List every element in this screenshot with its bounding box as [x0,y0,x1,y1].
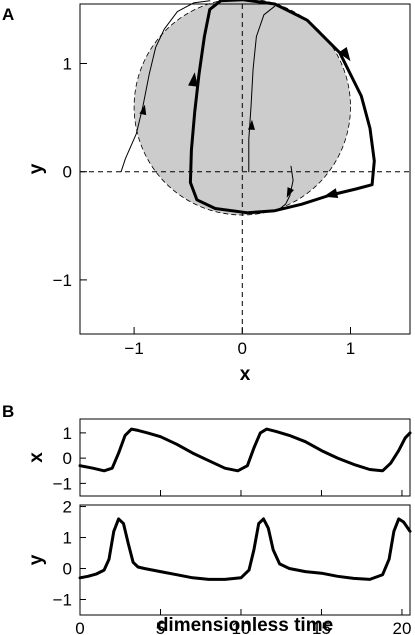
x-tick-label: 0 [238,339,247,358]
y-tick-label: 1 [63,529,72,548]
panel-a-ticks: −1 0 1 −1 0 1 [53,55,356,358]
y-tick-label: 0 [63,163,72,182]
panel-b2-frame [79,504,411,616]
direction-arrow [286,187,294,198]
direction-arrow [323,188,339,198]
y-axis-label: y [26,163,47,174]
transient-trajectory [120,0,211,173]
direction-arrows [139,47,351,198]
x-tick-label: 0 [75,619,84,635]
direction-arrow [139,104,147,116]
direction-arrow [338,47,351,62]
y-tick-label: −1 [53,591,72,610]
panel-b-x-timeseries: −1 0 1 x [26,418,412,497]
direction-arrow [248,119,255,130]
x-tick-label: 10 [232,619,251,635]
y-trace [78,517,412,581]
transient-trajectories [120,0,294,209]
x-tick-label: 5 [156,619,165,635]
transient-trajectory [248,5,276,173]
y-tick-label: 2 [63,498,72,517]
x-tick-label: 20 [392,619,411,635]
panel-a-phase-plane: −1 0 1 −1 0 1 x y [26,0,411,385]
panel-a-frame [79,3,411,335]
x-axis-label: x [240,364,251,385]
y-tick-label: 0 [63,449,72,468]
y-series-axis-label: y [26,554,47,565]
time-axis-label: dimensionless time [157,615,333,635]
x-tick-label: 1 [346,339,355,358]
transient-trajectory [279,165,294,209]
y-tick-label: 0 [63,560,72,579]
y-tick-label: −1 [53,271,72,290]
y-tick-label: 1 [63,55,72,74]
panel-b1-ticks: −1 0 1 [53,424,403,496]
x-tick-label: −1 [124,339,143,358]
x-tick-label: 15 [312,619,331,635]
panel-label-a: A [2,5,14,24]
y-tick-label: −1 [53,474,72,493]
x-trace [78,427,412,473]
y-tick-label: 1 [63,424,72,443]
x-series-axis-label: x [26,452,47,463]
panel-b1-frame [79,418,411,497]
panel-label-b: B [2,402,14,421]
direction-arrow [188,72,198,87]
